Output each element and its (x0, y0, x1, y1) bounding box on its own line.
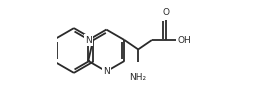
Text: OH: OH (177, 36, 191, 45)
Text: N: N (85, 36, 92, 45)
Text: N: N (103, 67, 110, 76)
Text: O: O (162, 8, 169, 17)
Text: NH₂: NH₂ (130, 73, 147, 82)
